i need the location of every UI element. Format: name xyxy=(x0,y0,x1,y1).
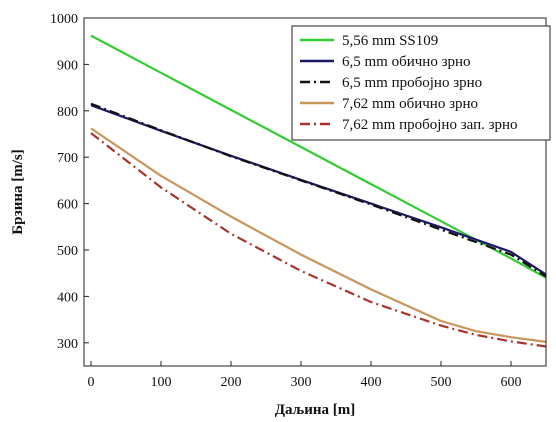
series-line-1 xyxy=(90,34,547,279)
legend-label-2: 6,5 mm обично зрно xyxy=(342,54,471,70)
legend-label-3: 6,5 mm пробојно зрно xyxy=(342,75,482,91)
plot-frame xyxy=(83,17,547,367)
y-tick-label: 900 xyxy=(57,58,78,73)
x-tick-labels: 0 100 200 300 400 500 600 xyxy=(88,375,522,390)
x-tick-label: 600 xyxy=(501,375,522,390)
y-tick-labels: 300 400 500 600 700 800 900 1000 xyxy=(50,12,78,352)
legend-label-1: 5,56 mm SS109 xyxy=(342,33,438,49)
series-lines xyxy=(90,34,547,348)
series-line-5 xyxy=(90,132,547,348)
y-tick-label: 800 xyxy=(57,105,78,120)
axis-ticks xyxy=(84,17,512,366)
legend-box xyxy=(291,25,551,141)
y-tick-label: 400 xyxy=(57,290,78,305)
y-axis-title: Брзина [m/s] xyxy=(10,149,26,235)
x-tick-label: 100 xyxy=(151,375,172,390)
y-tick-label: 300 xyxy=(57,337,78,352)
legend-label-4: 7,62 mm обично зрно xyxy=(342,96,478,112)
series-line-3 xyxy=(90,102,547,278)
legend-items: 5,56 mm SS109 6,5 mm обично зрно 6,5 mm пр… xyxy=(300,33,518,133)
x-tick-label: 400 xyxy=(361,375,382,390)
x-tick-label: 200 xyxy=(221,375,242,390)
y-tick-label: 1000 xyxy=(50,12,78,27)
x-axis-title: Даљина [m] xyxy=(275,402,356,418)
legend-label-5: 7,62 mm пробојно зап. зрно xyxy=(342,117,518,133)
x-tick-label: 300 xyxy=(291,375,312,390)
legend: 5,56 mm SS109 6,5 mm обично зрно 6,5 mm пр… xyxy=(291,25,551,141)
x-tick-label: 0 xyxy=(88,375,95,390)
y-tick-label: 500 xyxy=(57,244,78,259)
y-tick-label: 600 xyxy=(57,198,78,213)
x-tick-label: 500 xyxy=(431,375,452,390)
series-line-4 xyxy=(90,127,547,343)
y-tick-label: 700 xyxy=(57,151,78,166)
